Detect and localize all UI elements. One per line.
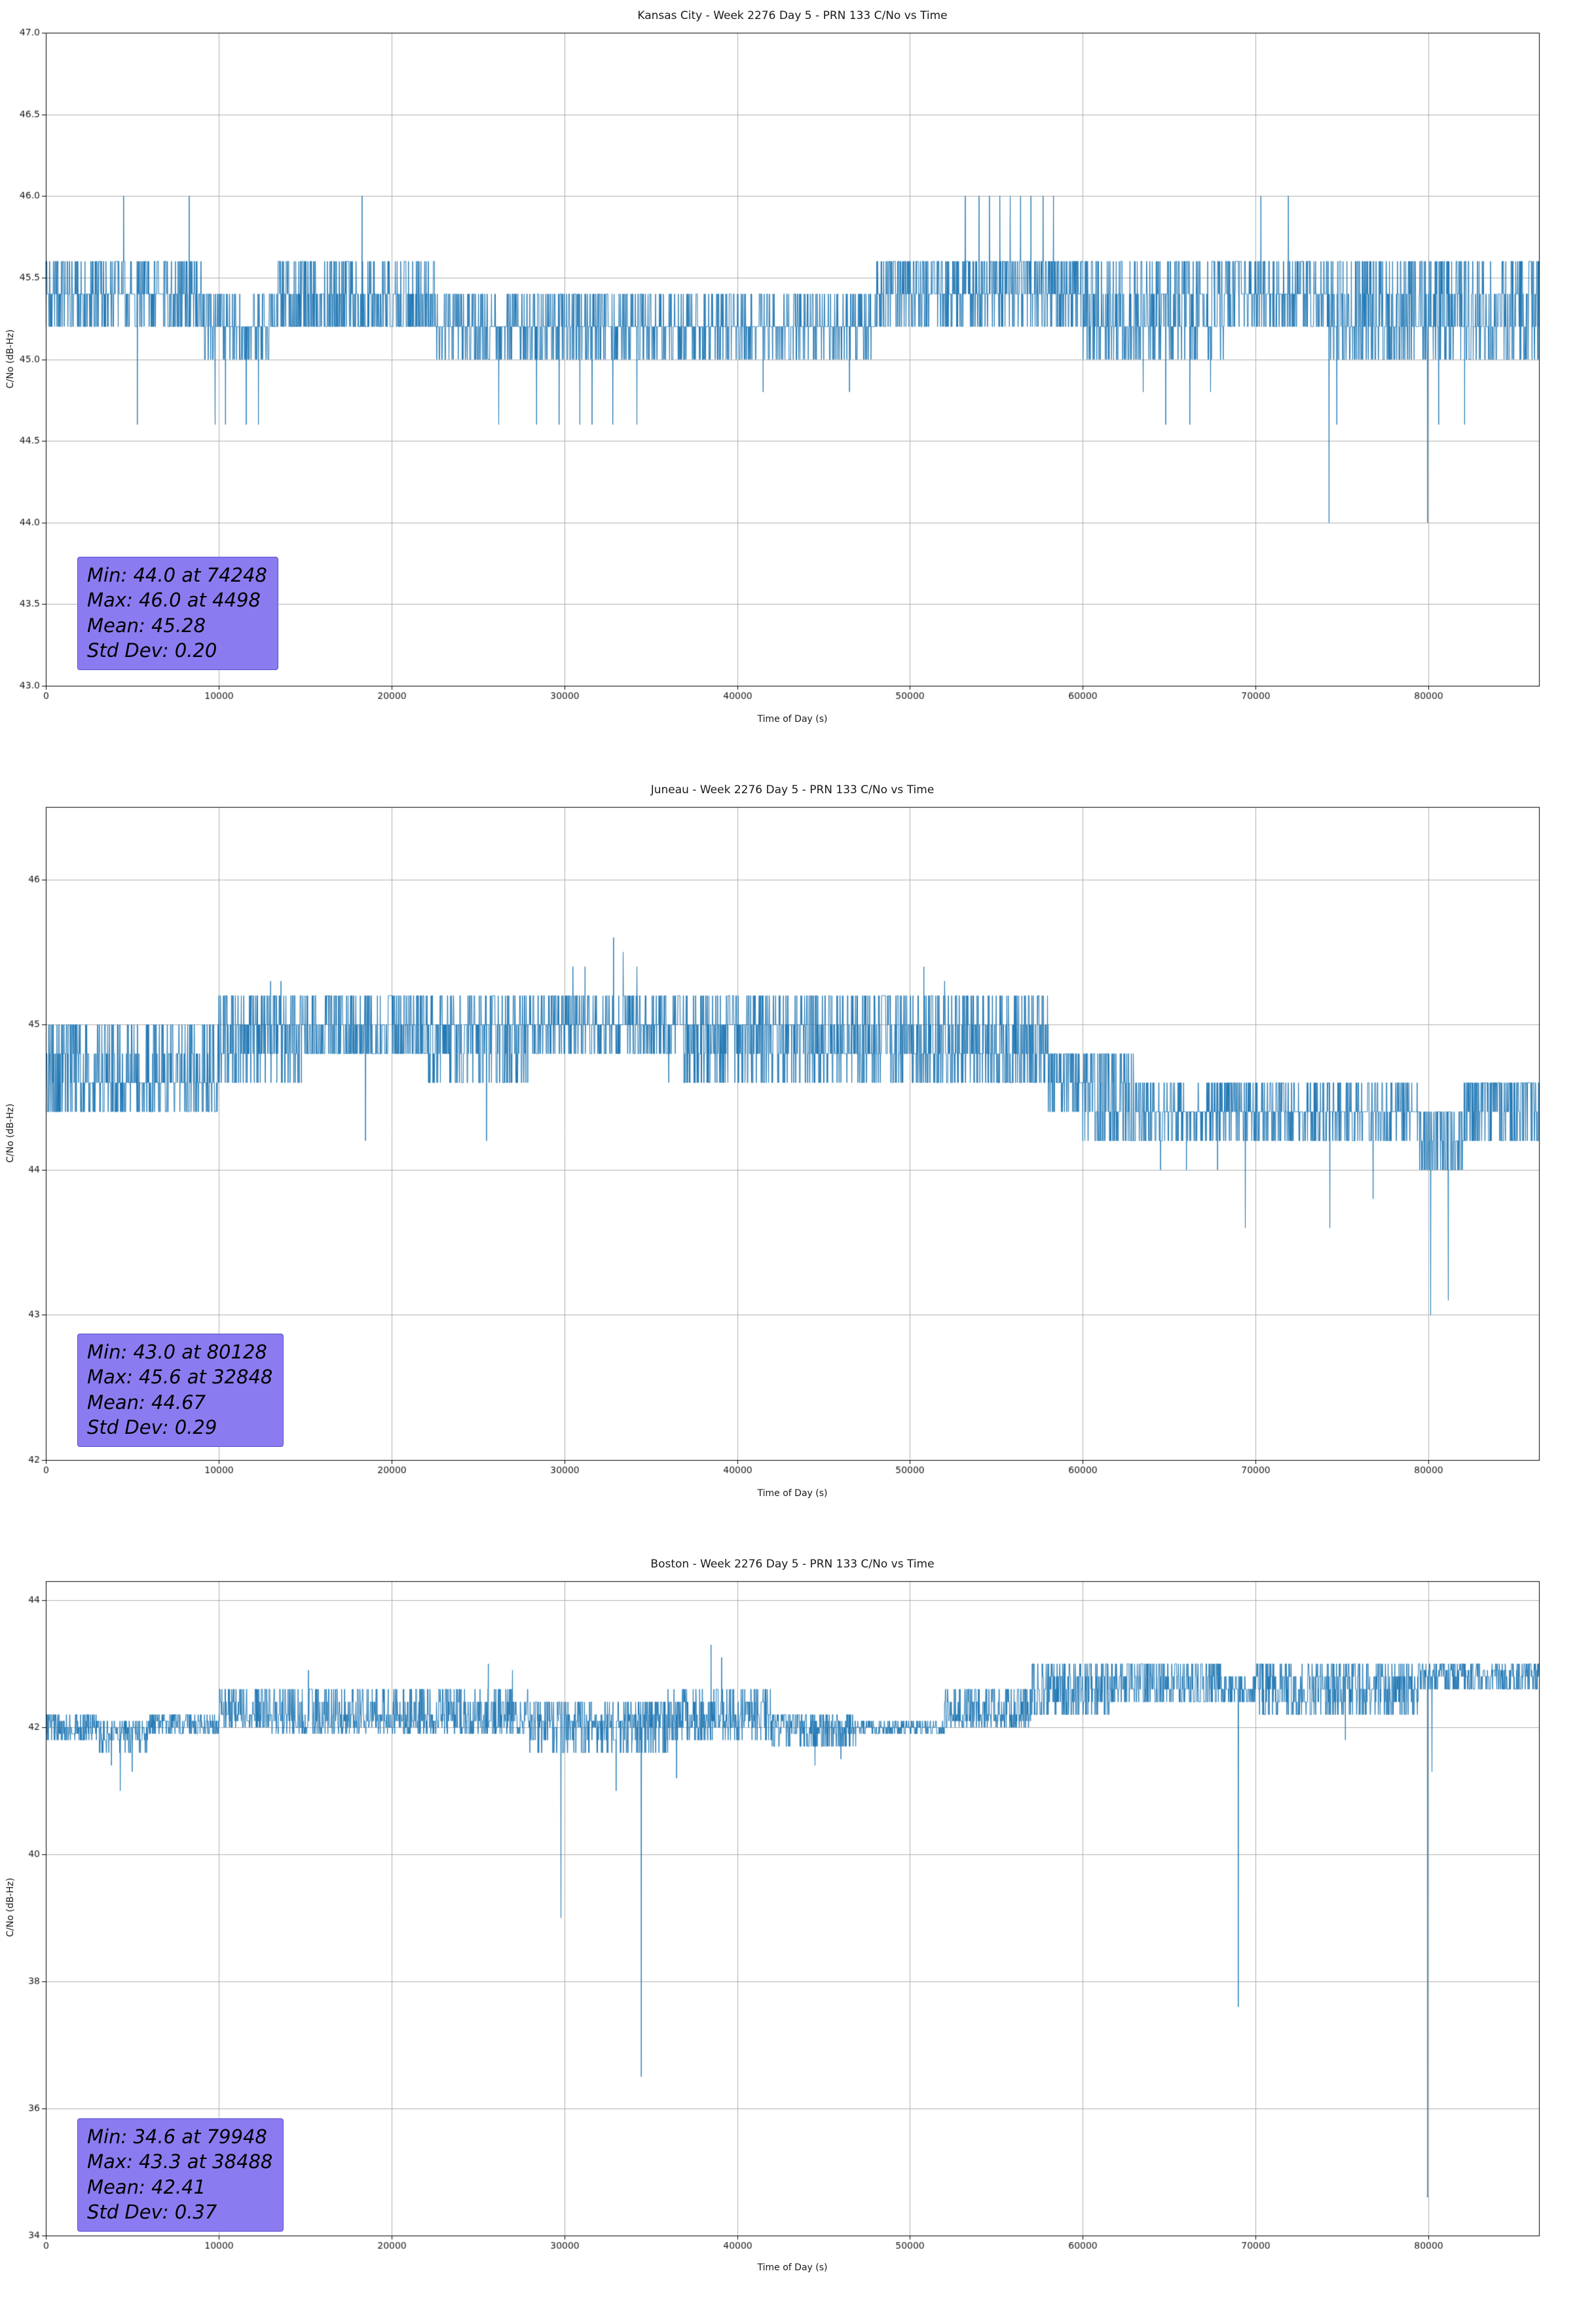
chart-title: Juneau - Week 2276 Day 5 - PRN 133 C/No …: [650, 783, 935, 797]
stat-max: Max: 43.3 at 38488: [87, 2150, 273, 2173]
stats-annotation: Min: 44.0 at 74248 Max: 46.0 at 4498 Mea…: [77, 557, 278, 671]
stat-stddev: Std Dev: 0.20: [87, 639, 217, 662]
x-axis-label: Time of Day (s): [757, 2262, 828, 2273]
stat-mean: Mean: 45.28: [87, 614, 206, 637]
chart-panel-juneau: Juneau - Week 2276 Day 5 - PRN 133 C/No …: [0, 774, 1577, 1548]
stats-annotation: Min: 43.0 at 80128 Max: 45.6 at 32848 Me…: [77, 1334, 284, 1448]
stat-min: Min: 34.6 at 79948: [87, 2126, 267, 2148]
x-axis-label: Time of Day (s): [757, 1488, 828, 1499]
chart-panel-boston: Boston - Week 2276 Day 5 - PRN 133 C/No …: [0, 1548, 1577, 2324]
y-axis-label: C/No (dB-Hz): [5, 1877, 16, 1938]
stat-stddev: Std Dev: 0.37: [87, 2200, 217, 2223]
stat-min: Min: 44.0 at 74248: [87, 564, 267, 586]
stat-mean: Mean: 42.41: [87, 2175, 206, 2198]
stat-max: Max: 46.0 at 4498: [87, 589, 261, 612]
y-axis-label: C/No (dB-Hz): [5, 329, 16, 389]
chart-title: Kansas City - Week 2276 Day 5 - PRN 133 …: [637, 9, 948, 22]
stats-annotation: Min: 34.6 at 79948 Max: 43.3 at 38488 Me…: [77, 2118, 284, 2232]
stat-min: Min: 43.0 at 80128: [87, 1341, 267, 1363]
x-axis-label: Time of Day (s): [757, 714, 828, 724]
y-axis-label: C/No (dB-Hz): [5, 1103, 16, 1163]
chart-panel-kansas-city: Kansas City - Week 2276 Day 5 - PRN 133 …: [0, 0, 1577, 774]
chart-title: Boston - Week 2276 Day 5 - PRN 133 C/No …: [650, 1558, 935, 1571]
stat-max: Max: 45.6 at 32848: [87, 1366, 273, 1389]
stat-mean: Mean: 44.67: [87, 1391, 206, 1414]
stat-stddev: Std Dev: 0.29: [87, 1415, 217, 1438]
